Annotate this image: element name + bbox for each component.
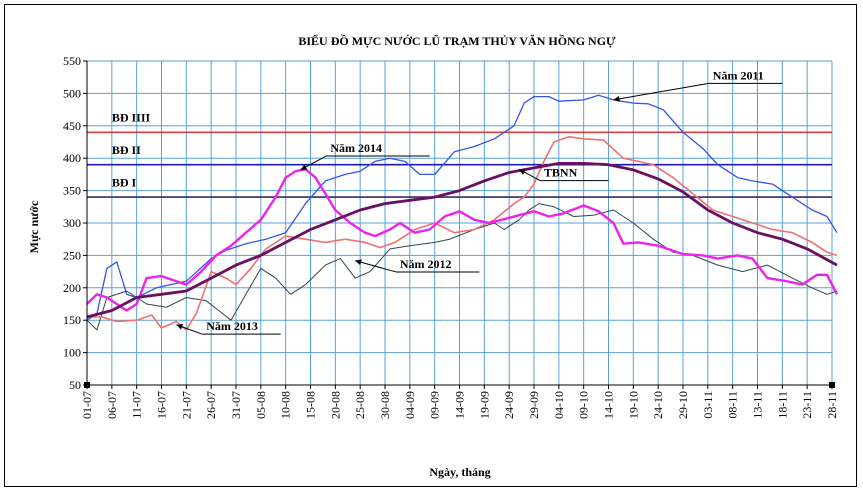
annotation-arrowhead-3 (519, 169, 526, 175)
series-line-3 (87, 136, 838, 331)
x-tick-label-28: 18-11 (775, 391, 789, 419)
y-tick-label-5: 300 (63, 216, 81, 230)
x-tick-label-1: 06-07 (105, 391, 119, 419)
annotation-arrowhead-5 (176, 323, 184, 330)
x-tick-label-30: 28-11 (825, 391, 839, 419)
x-tick-label-17: 24-09 (502, 391, 516, 419)
x-tick-label-19: 04-10 (552, 391, 566, 419)
y-tick-label-10: 550 (63, 54, 81, 68)
x-tick-label-11: 25-08 (353, 391, 367, 419)
chart-title: BIỂU ĐỒ MỰC NƯỚC LŨ TRẠM THỦY VĂN HỒNG N… (298, 33, 616, 48)
x-tick-label-20: 09-10 (577, 391, 591, 419)
x-tick-labels: 01-07 06-07 11-07 16-07 21-07 26-07 31-07 05-08… (80, 385, 839, 419)
x-tick-label-12: 30-08 (378, 391, 392, 419)
y-tick-label-6: 350 (63, 184, 81, 198)
y-tick-labels: 50 100 150 200 250 300 350 400 450 500 550 (63, 54, 87, 392)
grid-lines (86, 60, 833, 386)
data-series (86, 94, 839, 331)
x-tick-label-0: 01-07 (80, 391, 94, 419)
annotation-arrowhead-4 (355, 259, 362, 266)
x-tick-label-7: 05-08 (254, 391, 268, 419)
x-tick-label-16: 19-09 (477, 391, 491, 419)
x-axis-label: Ngày, tháng (429, 465, 490, 479)
x-tick-label-22: 19-10 (626, 391, 640, 419)
series-line-1 (86, 94, 838, 321)
series-line-5 (86, 162, 838, 319)
y-tick-label-7: 400 (63, 151, 81, 165)
x-tick-label-13: 04-09 (403, 391, 417, 419)
y-tick-label-9: 500 (63, 86, 81, 100)
annotation-label-3: TBNN (544, 166, 578, 180)
annotation-label-8: BĐ I (112, 175, 137, 189)
x-tick-label-10: 20-08 (328, 391, 342, 419)
x-tick-label-15: 14-09 (453, 391, 467, 419)
y-tick-label-4: 250 (63, 248, 81, 262)
x-tick-label-18: 29-09 (527, 391, 541, 419)
x-tick-label-21: 14-10 (602, 391, 616, 419)
x-tick-label-14: 09-09 (428, 391, 442, 419)
y-tick-label-8: 450 (63, 119, 81, 133)
annotation-leader-4 (355, 260, 397, 273)
x-tick-label-4: 21-07 (179, 391, 193, 419)
x-tick-label-24: 29-10 (676, 391, 690, 419)
annotation-leader-1 (613, 82, 709, 101)
annotation-label-7: BĐ II (112, 143, 141, 157)
x-tick-label-6: 31-07 (229, 391, 243, 419)
x-tick-label-3: 16-07 (155, 391, 169, 419)
flood-level-chart: BIỂU ĐỒ MỰC NƯỚC LŨ TRẠM THỦY VĂN HỒNG N… (27, 33, 839, 479)
x-tick-label-5: 26-07 (204, 391, 218, 419)
annotation-label-5: Năm 2013 (206, 319, 258, 333)
annotation-arrowhead-2 (300, 164, 308, 170)
x-tick-label-27: 13-11 (751, 391, 765, 419)
y-tick-label-3: 200 (63, 281, 81, 295)
annotation-arrowhead-1 (613, 95, 620, 102)
y-axis-label: Mực nước (27, 200, 41, 253)
x-tick-label-8: 10-08 (279, 391, 293, 419)
y-tick-label-1: 100 (63, 346, 81, 360)
x-tick-label-29: 23-11 (800, 391, 814, 419)
y-tick-label-0: 50 (69, 378, 81, 392)
chart-frame: BIỂU ĐỒ MỰC NƯỚC LŨ TRẠM THỦY VĂN HỒNG N… (4, 4, 857, 487)
annotation-label-1: Năm 2011 (713, 68, 764, 82)
annotation-label-4: Năm 2012 (400, 257, 452, 271)
annotation-label-2: Năm 2014 (330, 141, 382, 155)
x-tick-label-25: 03-11 (701, 391, 715, 419)
x-tick-label-23: 24-10 (651, 391, 665, 419)
x-tick-label-26: 08-11 (726, 391, 740, 419)
annotations: Năm 2011 Năm 2014 TBNN Năm 2012 Năm 2013 BĐ I… (112, 68, 783, 335)
series-line-4 (86, 168, 839, 312)
alarm-levels (87, 131, 832, 198)
x-tick-label-9: 15-08 (304, 391, 318, 419)
x-tick-label-2: 11-07 (130, 391, 144, 419)
annotation-label-6: BĐ IIII (112, 111, 151, 125)
y-tick-label-2: 150 (63, 313, 81, 327)
